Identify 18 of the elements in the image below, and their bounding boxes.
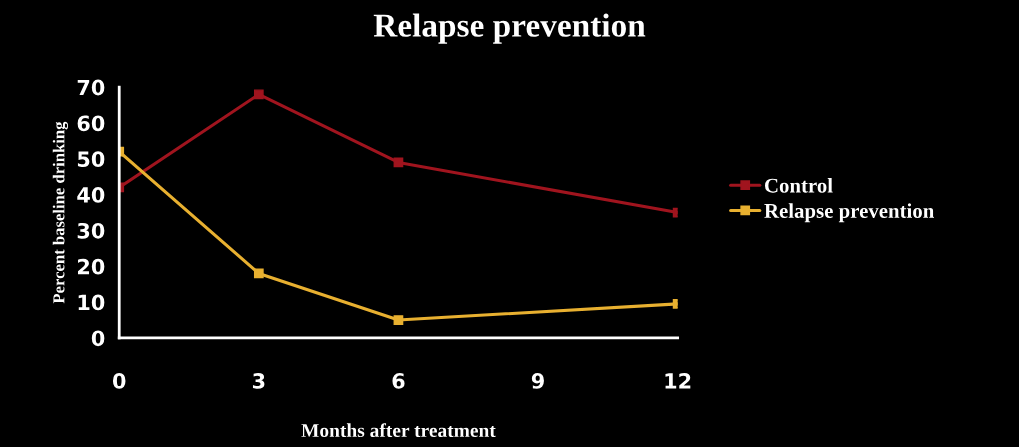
y-tick-label: 0	[91, 330, 105, 347]
y-tick-label: 60	[77, 115, 105, 132]
y-axis-title: Percent baseline drinking	[52, 121, 69, 304]
y-tick-label: 70	[77, 79, 105, 96]
x-tick-label: 3	[252, 373, 265, 389]
x-tick-label: 6	[392, 373, 405, 389]
x-tick-label: 9	[531, 373, 544, 389]
legend-label: Relapse prevention	[764, 203, 934, 223]
y-tick-label: 40	[77, 187, 105, 203]
x-tick-label: 0	[112, 373, 126, 389]
y-tick-label: 50	[77, 151, 105, 168]
chart-title: Relapse prevention	[373, 13, 646, 44]
x-tick-label: 12	[665, 373, 691, 389]
y-tick-label: 20	[77, 258, 105, 275]
y-tick-label: 10	[78, 294, 105, 311]
y-tick-label: 30	[77, 222, 105, 239]
x-axis-title: Months after treatment	[301, 423, 496, 438]
legend-label: Control	[764, 177, 833, 193]
